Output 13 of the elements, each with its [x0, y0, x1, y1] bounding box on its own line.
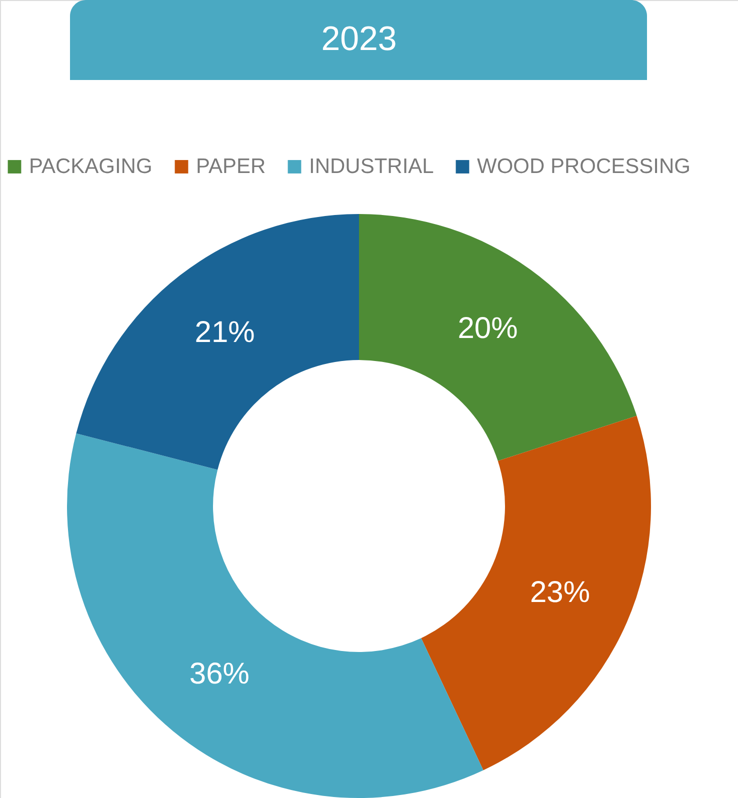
donut-slice — [421, 416, 651, 770]
legend-label: PAPER — [196, 154, 266, 178]
legend-label: WOOD PROCESSING — [477, 154, 691, 178]
data-label: 36% — [189, 658, 250, 691]
data-label: 23% — [530, 576, 590, 609]
donut-slice — [76, 214, 359, 470]
data-label: 21% — [194, 316, 255, 349]
donut-slice — [359, 214, 637, 461]
legend-label: PACKAGING — [29, 154, 152, 178]
donut-slice — [67, 433, 484, 798]
data-label: 20% — [458, 312, 518, 345]
chart-title: 2023 — [321, 20, 397, 58]
legend-label: INDUSTRIAL — [309, 154, 434, 178]
